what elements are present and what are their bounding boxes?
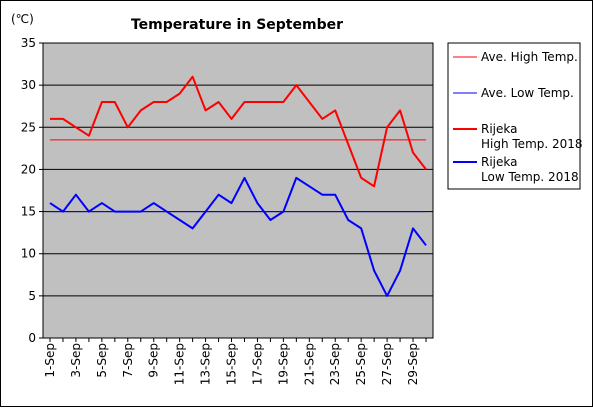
y-tick-label: 35 [21,36,36,50]
y-tick-label: 30 [21,78,36,92]
y-tick-label: 20 [21,162,36,176]
legend-label: Ave. High Temp. [481,50,578,64]
x-tick-label: 17-Sep [250,343,264,385]
x-tick-label: 11-Sep [173,343,187,385]
x-tick-label: 21-Sep [302,343,316,385]
x-tick-label: 7-Sep [121,343,135,378]
legend-label: Ave. Low Temp. [481,86,574,100]
x-tick-label: 27-Sep [380,343,394,385]
x-tick-label: 1-Sep [43,343,57,378]
y-tick-label: 15 [21,205,36,219]
x-tick-label: 19-Sep [276,343,290,385]
x-tick-label: 9-Sep [147,343,161,378]
y-axis-ticks: 0 5 10 15 20 25 30 35 [21,36,43,345]
x-tick-label: 29-Sep [406,343,420,385]
y-tick-label: 25 [21,120,36,134]
y-tick-label: 0 [28,331,36,345]
y-tick-label: 10 [21,247,36,261]
x-tick-label: 23-Sep [328,343,342,385]
x-tick-label: 3-Sep [69,343,83,378]
x-tick-label: 5-Sep [95,343,109,378]
x-tick-label: 25-Sep [354,343,368,385]
y-unit-label: (℃) [11,12,34,26]
y-tick-label: 5 [28,289,36,303]
chart-title: Temperature in September [131,17,343,33]
x-axis-ticks: 1-Sep 3-Sep 5-Sep 7-Sep 9-Sep 11-Sep 13-Sep 15-… [43,338,426,385]
x-tick-label: 13-Sep [199,343,213,385]
x-tick-label: 15-Sep [225,343,239,385]
